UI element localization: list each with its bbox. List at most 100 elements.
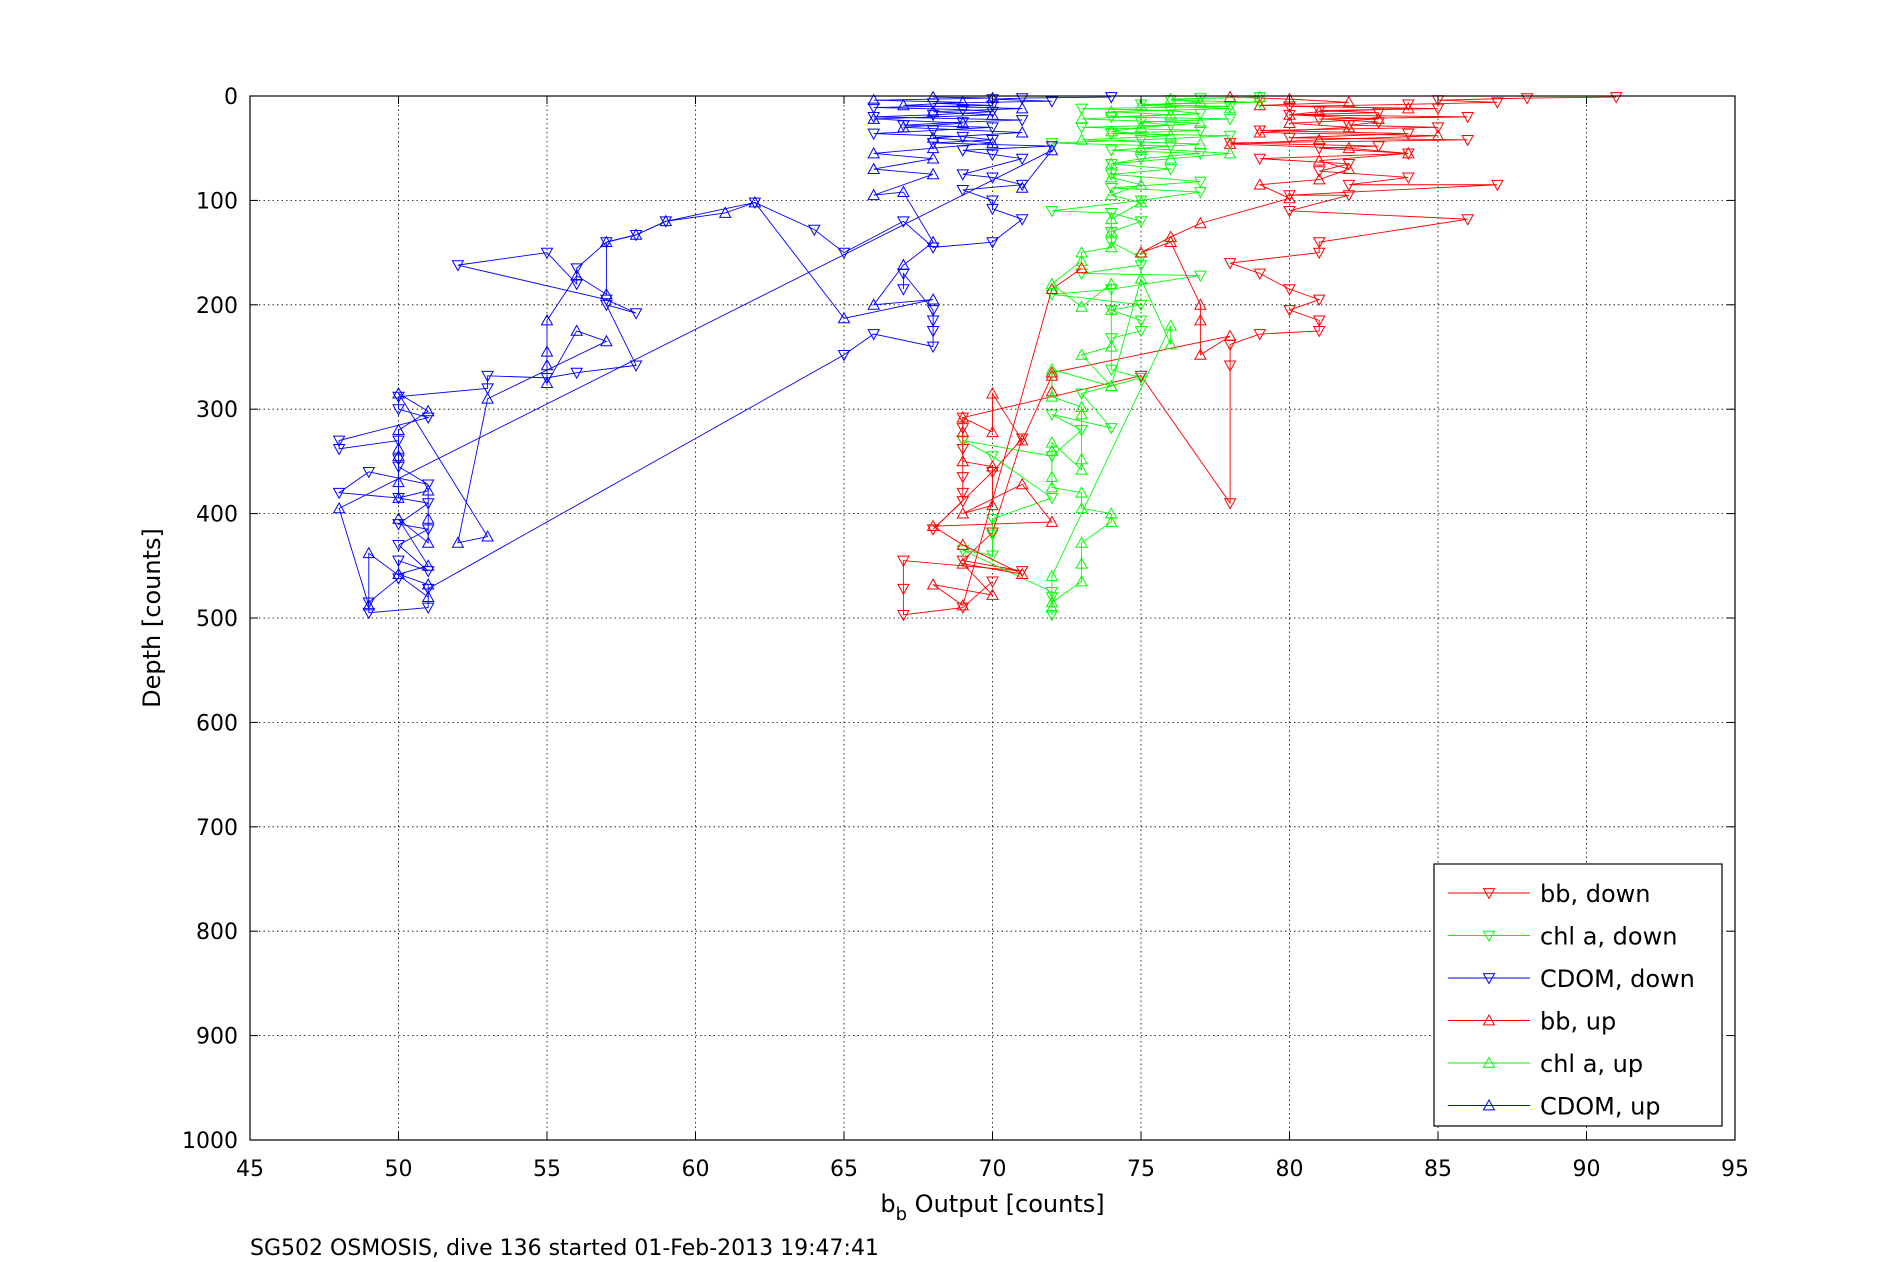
data-point: [926, 109, 940, 122]
data-point: [332, 443, 346, 456]
data-point: [926, 235, 940, 248]
data-point: [1134, 252, 1148, 265]
legend-marker: [1482, 930, 1496, 943]
data-point: [897, 609, 910, 622]
data-point: [1609, 92, 1623, 104]
data-point: [1134, 117, 1148, 129]
data-point: [837, 311, 851, 324]
data-point: [1342, 190, 1356, 202]
data-point: [1283, 284, 1296, 296]
data-point: [986, 387, 999, 399]
data-point: [1431, 103, 1445, 116]
y-tick-label: 500: [196, 607, 238, 632]
data-point: [1461, 214, 1475, 226]
data-point: [956, 487, 970, 500]
data-point: [1283, 190, 1296, 202]
data-point: [956, 185, 970, 197]
data-point: [897, 120, 910, 133]
data-point: [1342, 158, 1356, 171]
data-point: [1401, 172, 1415, 184]
data-point: [956, 538, 970, 550]
data-point: [956, 95, 970, 108]
legend: bb, down chl a, down CDOM, down bb, up chl a…: [1433, 863, 1723, 1127]
x-axis-label-rest: Output [counts]: [907, 1190, 1105, 1218]
data-point: [1104, 225, 1118, 237]
legend-marker: [1482, 1098, 1496, 1111]
data-point: [986, 576, 999, 588]
data-point: [867, 162, 881, 174]
data-point: [1045, 409, 1059, 421]
data-point: [926, 578, 940, 590]
data-point: [897, 583, 910, 596]
data-point: [1194, 137, 1207, 149]
x-tick-label: 70: [979, 1157, 1007, 1182]
legend-entry: bb, down: [1448, 880, 1650, 908]
data-point: [1134, 120, 1148, 133]
data-point: [1520, 93, 1534, 105]
data-point: [926, 524, 940, 536]
data-point: [1461, 134, 1475, 147]
legend-entry: bb, up: [1448, 1008, 1616, 1036]
data-point: [867, 112, 881, 124]
data-point: [1312, 114, 1326, 126]
data-point: [629, 228, 643, 240]
data-point: [1075, 407, 1088, 420]
data-point: [867, 128, 881, 141]
data-point: [1283, 305, 1296, 317]
data-point: [1164, 152, 1178, 164]
data-point: [1253, 329, 1267, 341]
data-point: [897, 98, 910, 111]
data-point: [1312, 237, 1326, 249]
data-point: [897, 555, 910, 568]
data-point: [1164, 235, 1178, 248]
data-point: [956, 545, 970, 557]
legend-label: chl a, up: [1540, 1050, 1643, 1078]
y-tick-label: 600: [196, 711, 238, 736]
data-point: [392, 442, 405, 454]
series-line: [1051, 96, 1260, 608]
data-point: [1372, 112, 1385, 124]
series-3: [926, 90, 1445, 611]
data-point: [1104, 170, 1118, 183]
data-point: [1104, 128, 1118, 141]
data-point: [332, 501, 346, 514]
data-point: [481, 383, 494, 395]
data-point: [1312, 154, 1326, 166]
data-point: [807, 224, 821, 237]
x-axis-label: bb Output [counts]: [880, 1190, 1104, 1225]
data-point: [1431, 129, 1445, 141]
data-point: [1253, 268, 1267, 281]
data-point: [421, 404, 435, 417]
data-point: [986, 172, 999, 184]
series-4: [1045, 90, 1267, 613]
y-tick-label: 0: [224, 85, 238, 110]
data-point: [718, 206, 732, 218]
data-point: [1134, 141, 1148, 154]
data-point: [986, 106, 999, 119]
data-point: [1045, 601, 1059, 613]
data-point: [1075, 300, 1088, 312]
data-point: [1194, 187, 1207, 199]
legend-label: CDOM, down: [1540, 965, 1695, 993]
data-point: [1134, 195, 1148, 208]
data-point: [1312, 326, 1326, 338]
data-point: [897, 216, 910, 228]
data-point: [1045, 362, 1059, 375]
data-point: [600, 299, 613, 312]
data-point: [986, 149, 999, 161]
data-point: [1401, 146, 1415, 159]
data-point: [332, 487, 346, 500]
data-point: [986, 134, 999, 147]
data-point: [1015, 126, 1029, 138]
data-point: [1104, 145, 1118, 157]
data-point: [600, 237, 613, 249]
data-point: [1104, 340, 1118, 352]
data-point: [1075, 536, 1088, 548]
data-point: [867, 93, 881, 106]
data-point: [540, 345, 554, 357]
data-point: [600, 235, 613, 248]
series-line: [931, 96, 1439, 607]
data-point: [1134, 370, 1148, 383]
data-point: [1312, 133, 1326, 145]
data-point: [1223, 360, 1237, 372]
